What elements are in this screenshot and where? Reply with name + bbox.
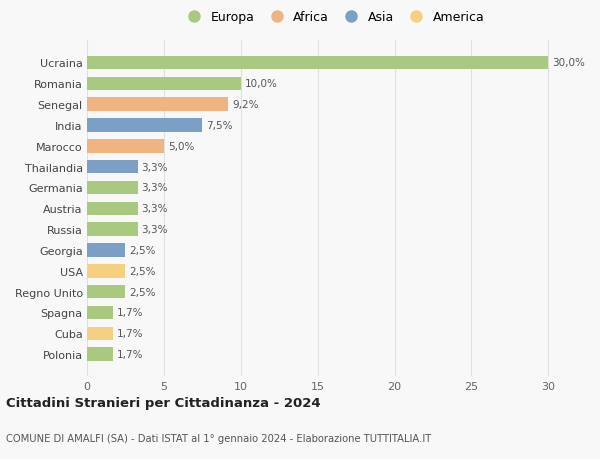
Text: 3,3%: 3,3% <box>142 224 168 235</box>
Text: 5,0%: 5,0% <box>168 141 194 151</box>
Text: 2,5%: 2,5% <box>129 287 156 297</box>
Text: 7,5%: 7,5% <box>206 121 233 131</box>
Text: 10,0%: 10,0% <box>245 79 277 89</box>
Bar <box>87 244 125 257</box>
Legend: Europa, Africa, Asia, America: Europa, Africa, Asia, America <box>178 7 488 28</box>
Bar <box>87 77 241 91</box>
Text: 3,3%: 3,3% <box>142 204 168 214</box>
Text: 9,2%: 9,2% <box>232 100 259 110</box>
Text: 2,5%: 2,5% <box>129 266 156 276</box>
Text: 3,3%: 3,3% <box>142 183 168 193</box>
Bar <box>87 327 113 341</box>
Text: 2,5%: 2,5% <box>129 246 156 255</box>
Text: 1,7%: 1,7% <box>117 349 143 359</box>
Bar <box>87 264 125 278</box>
Bar <box>87 98 229 112</box>
Text: 30,0%: 30,0% <box>552 58 585 68</box>
Bar <box>87 181 138 195</box>
Text: Cittadini Stranieri per Cittadinanza - 2024: Cittadini Stranieri per Cittadinanza - 2… <box>6 396 320 409</box>
Bar <box>87 347 113 361</box>
Bar <box>87 202 138 216</box>
Bar <box>87 306 113 319</box>
Bar <box>87 223 138 236</box>
Text: 1,7%: 1,7% <box>117 329 143 339</box>
Text: COMUNE DI AMALFI (SA) - Dati ISTAT al 1° gennaio 2024 - Elaborazione TUTTITALIA.: COMUNE DI AMALFI (SA) - Dati ISTAT al 1°… <box>6 433 431 442</box>
Bar <box>87 119 202 133</box>
Bar <box>87 140 164 153</box>
Text: 3,3%: 3,3% <box>142 162 168 172</box>
Bar <box>87 56 548 70</box>
Bar <box>87 161 138 174</box>
Text: 1,7%: 1,7% <box>117 308 143 318</box>
Bar <box>87 285 125 299</box>
